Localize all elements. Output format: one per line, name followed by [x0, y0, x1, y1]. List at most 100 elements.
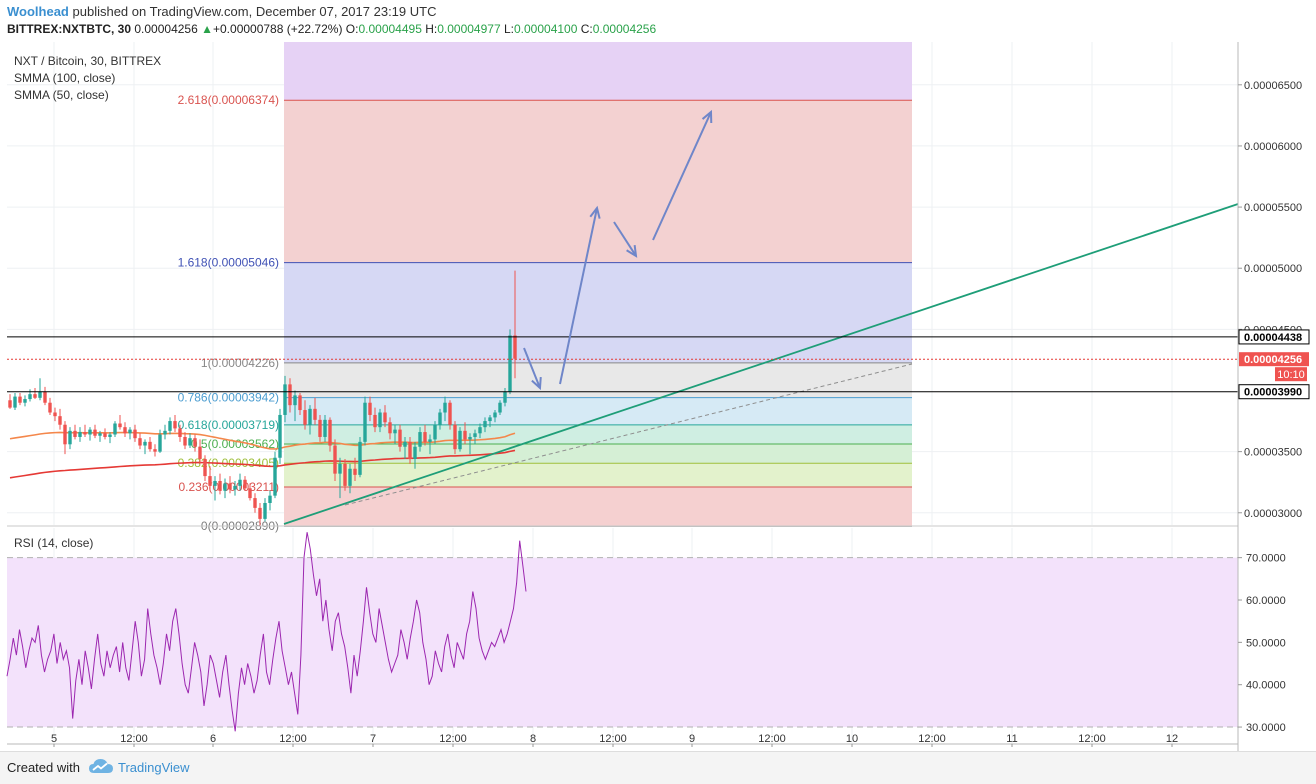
candle-body	[368, 402, 372, 415]
candle	[513, 270, 517, 379]
candle	[173, 414, 177, 433]
candle	[493, 410, 497, 423]
fib-zone	[284, 463, 912, 487]
projection-arrows	[523, 109, 713, 391]
arrow-shaft	[523, 347, 541, 389]
candle-body	[73, 430, 77, 437]
fib-label: 2.618(0.00006374)	[178, 93, 279, 107]
candle	[203, 455, 207, 481]
candle	[478, 423, 482, 439]
tradingview-cloud-icon[interactable]	[88, 758, 114, 776]
candle	[258, 502, 262, 527]
candle-body	[43, 391, 47, 403]
candle-body	[328, 419, 332, 446]
candle-body	[338, 463, 342, 474]
time-tick-label: 12	[1166, 733, 1178, 745]
candle-body	[508, 335, 512, 392]
arrow-shaft	[613, 221, 637, 257]
candle-body	[58, 416, 62, 425]
last-price: 0.00004256	[134, 22, 198, 36]
candle-body	[353, 468, 357, 475]
candle	[198, 439, 202, 464]
candle-body	[473, 433, 477, 437]
time-tick-label: 6	[210, 733, 216, 745]
candle-body	[253, 498, 257, 508]
candle	[213, 476, 217, 501]
candle-body	[8, 400, 12, 408]
candle	[473, 429, 477, 445]
chart-header: Woolhead published on TradingView.com, D…	[0, 0, 1316, 42]
candle	[443, 396, 447, 422]
candle	[283, 375, 287, 423]
candle	[508, 329, 512, 395]
candle	[483, 417, 487, 433]
candle	[373, 407, 377, 433]
candle	[98, 430, 102, 442]
candle	[218, 473, 222, 495]
price-tick-label: 0.00003000	[1244, 508, 1302, 520]
candle-body	[123, 427, 127, 434]
candle	[18, 392, 22, 406]
rsi-tick-label: 70.0000	[1246, 553, 1286, 565]
candle	[238, 473, 242, 491]
candle-body	[323, 419, 327, 437]
candle	[423, 424, 427, 446]
candle-body	[203, 458, 207, 477]
open-label: O:	[345, 22, 359, 36]
author-name[interactable]: Woolhead	[7, 4, 69, 19]
rsi-tick-label: 60.0000	[1246, 595, 1286, 607]
candle	[253, 493, 257, 513]
candle	[138, 433, 142, 450]
candle	[428, 434, 432, 455]
candles	[8, 270, 517, 527]
candle-body	[28, 394, 32, 400]
time-tick-label: 12:00	[1078, 733, 1106, 745]
time-tick-label: 5	[51, 733, 57, 745]
candle	[108, 432, 112, 444]
candle	[148, 436, 152, 452]
candle-body	[363, 402, 367, 442]
candle	[433, 421, 437, 445]
candle-body	[358, 441, 362, 475]
candle-body	[288, 384, 292, 406]
fib-zone	[284, 362, 912, 398]
candle	[93, 424, 97, 439]
candle	[73, 424, 77, 440]
candle	[323, 414, 327, 442]
candle	[468, 433, 472, 455]
candle-body	[463, 430, 467, 440]
low-value: 0.00004100	[513, 22, 578, 36]
candle	[143, 439, 147, 455]
fib-label: 1.618(0.00005046)	[178, 256, 279, 270]
price-badge: 0.00004256 10:10	[1239, 352, 1309, 382]
candle	[353, 457, 357, 481]
candle	[503, 388, 507, 407]
time-tick-label: 12:00	[279, 733, 307, 745]
candle-body	[438, 412, 442, 425]
candle	[313, 397, 317, 425]
candle-body	[513, 335, 517, 359]
candle-body	[103, 433, 107, 437]
candle	[103, 428, 107, 440]
candle-body	[153, 449, 157, 452]
price-badge: 0.00004438	[1238, 329, 1310, 345]
candle-body	[458, 430, 462, 450]
candle	[458, 427, 462, 452]
candle-body	[468, 436, 472, 440]
candle	[368, 396, 372, 422]
candle	[58, 408, 62, 430]
candle-body	[238, 479, 242, 486]
candle	[363, 396, 367, 446]
candle-body	[273, 457, 277, 496]
candle-body	[78, 432, 82, 437]
arrow-shaft	[559, 207, 598, 385]
arrow-head	[531, 376, 542, 391]
tradingview-brand[interactable]: TradingView	[118, 760, 190, 775]
smma-100-line	[9, 449, 516, 479]
legend: NXT / Bitcoin, 30, BITTREX SMMA (100, clo…	[14, 54, 161, 102]
arrow-head	[701, 109, 713, 124]
candle	[288, 378, 292, 413]
candle	[403, 436, 407, 459]
price-badge-bg	[1238, 384, 1310, 400]
